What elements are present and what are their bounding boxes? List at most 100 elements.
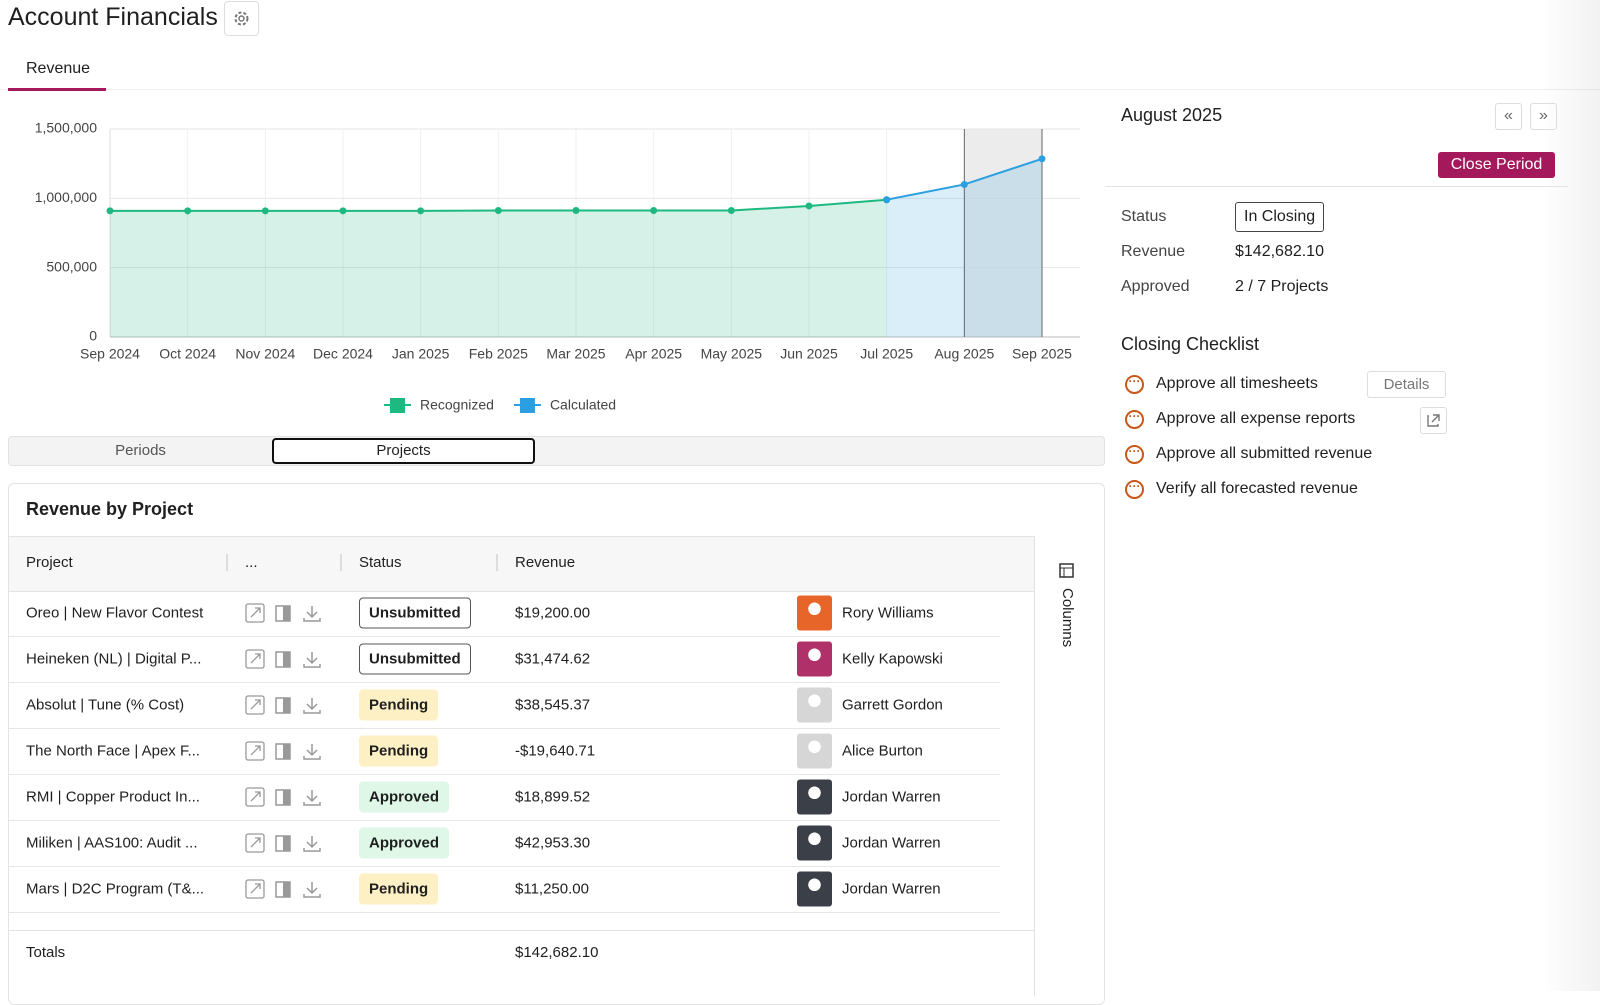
columns-label: Columns bbox=[1059, 588, 1076, 648]
next-button[interactable]: » bbox=[1530, 103, 1557, 130]
project-name: Oreo | New Flavor Contest bbox=[26, 604, 204, 622]
y-tick-label: 1,000,000 bbox=[35, 189, 97, 205]
x-tick-label: Jul 2025 bbox=[860, 346, 913, 362]
avatar bbox=[797, 687, 832, 723]
pending-icon: ··· bbox=[1125, 375, 1144, 394]
prev-button[interactable]: « bbox=[1495, 103, 1522, 130]
legend-swatch bbox=[390, 398, 405, 413]
x-tick-label: Dec 2024 bbox=[313, 346, 373, 362]
project-name: Absolut | Tune (% Cost) bbox=[26, 696, 185, 714]
column-header: Project bbox=[26, 554, 73, 571]
avatar bbox=[797, 779, 832, 815]
point bbox=[106, 207, 114, 215]
owner-name: Kelly Kapowski bbox=[842, 650, 943, 668]
page-title: Account Financials bbox=[8, 3, 218, 31]
owner-name: Rory Williams bbox=[842, 604, 934, 622]
avatar bbox=[797, 733, 832, 769]
legend-entry: Recognized bbox=[384, 397, 494, 413]
divider bbox=[0, 89, 1600, 90]
x-tick-label: May 2025 bbox=[701, 346, 763, 362]
column-header: ... bbox=[245, 554, 258, 571]
row-icons bbox=[244, 832, 332, 854]
owner-name: Jordan Warren bbox=[842, 788, 941, 806]
column-divider bbox=[340, 554, 342, 571]
pending-icon: ··· bbox=[1125, 410, 1144, 429]
column-divider bbox=[496, 554, 498, 571]
status-badge: Pending bbox=[359, 689, 439, 721]
x-tick-label: Feb 2025 bbox=[469, 346, 528, 362]
column-divider bbox=[226, 554, 228, 571]
table-row: The North Face | Apex F... Pending -$19,64… bbox=[8, 728, 1000, 775]
x-tick-label: Sep 2024 bbox=[80, 346, 140, 362]
legend-label: Recognized bbox=[420, 397, 494, 413]
details-button[interactable]: Details bbox=[1367, 371, 1446, 398]
legend-swatch bbox=[519, 398, 535, 413]
x-tick-label: Jan 2025 bbox=[392, 346, 450, 362]
x-tick-label: Nov 2024 bbox=[235, 346, 295, 362]
x-tick-label: Jun 2025 bbox=[780, 346, 838, 362]
owner-name: Jordan Warren bbox=[842, 834, 941, 852]
revenue: $42,953.30 bbox=[515, 834, 591, 852]
columns-button[interactable]: Columns bbox=[1058, 562, 1076, 647]
y-tick-label: 0 bbox=[89, 328, 97, 344]
point bbox=[883, 196, 891, 204]
checklist-item: Verify all forecasted revenue bbox=[1156, 480, 1358, 497]
chart: 0 500,000 1,000,000 1,500,000 Sep 2024 Oct 20… bbox=[35, 120, 1080, 413]
revenue: $11,250.00 bbox=[515, 880, 589, 898]
x-tick-label: Sep 2025 bbox=[1012, 346, 1072, 362]
divider bbox=[9, 930, 1034, 931]
checklist-item: Approve all expense reports bbox=[1156, 410, 1356, 427]
row-actions[interactable] bbox=[244, 740, 332, 762]
point bbox=[727, 207, 735, 215]
row-icons bbox=[244, 740, 332, 762]
revenue: $38,545.37 bbox=[515, 696, 591, 714]
project-name: Mars | D2C Program (T&... bbox=[26, 880, 205, 898]
row-icons bbox=[244, 786, 332, 808]
revenue: $31,474.62 bbox=[515, 650, 591, 668]
checklist-title: Closing Checklist bbox=[1121, 334, 1260, 354]
field-value: In Closing bbox=[1235, 202, 1325, 232]
point bbox=[572, 207, 580, 215]
totals-value: $142,682.10 bbox=[515, 944, 599, 961]
tab-underline bbox=[8, 88, 106, 91]
row-actions[interactable] bbox=[244, 602, 332, 624]
row-actions[interactable] bbox=[244, 878, 332, 900]
y-tick-label: 1,500,000 bbox=[35, 120, 97, 136]
row-actions[interactable] bbox=[244, 694, 332, 716]
table-row: Mars | D2C Program (T&... Pending $11,250.… bbox=[8, 866, 1000, 913]
field-label: Revenue bbox=[1121, 243, 1186, 260]
table-row: Miliken | AAS100: Audit ... Approved $42,9… bbox=[8, 820, 1000, 867]
pending-icon: ··· bbox=[1125, 480, 1144, 499]
columns-icon bbox=[1059, 563, 1074, 578]
avatar bbox=[797, 871, 832, 907]
table-row: Heineken (NL) | Digital P... Unsubmitted $… bbox=[8, 636, 1000, 683]
x-tick-label: Oct 2024 bbox=[159, 346, 216, 362]
toggle-option-active[interactable]: Projects bbox=[272, 438, 535, 464]
table-row: Absolut | Tune (% Cost) Pending $38,545.37… bbox=[8, 682, 1000, 729]
column-header: Revenue bbox=[515, 554, 576, 571]
link-icon bbox=[1427, 414, 1440, 427]
project-name: The North Face | Apex F... bbox=[26, 742, 200, 760]
point bbox=[805, 202, 813, 210]
status-badge: Pending bbox=[359, 735, 439, 767]
point bbox=[960, 180, 968, 188]
revenue: $19,200.00 bbox=[515, 604, 591, 622]
tab[interactable]: Revenue bbox=[26, 60, 91, 77]
checklist-item: Approve all submitted revenue bbox=[1156, 445, 1373, 462]
close-period-button[interactable]: Close Period bbox=[1438, 152, 1555, 178]
status-badge: Unsubmitted bbox=[359, 643, 471, 675]
toggle-option[interactable]: Periods bbox=[115, 442, 166, 459]
settings-button[interactable] bbox=[224, 1, 259, 36]
row-actions[interactable] bbox=[244, 786, 332, 808]
column-header: Status bbox=[359, 554, 402, 571]
field-label: Approved bbox=[1121, 278, 1190, 295]
legend-label: Calculated bbox=[550, 397, 616, 413]
revenue: $18,899.52 bbox=[515, 788, 591, 806]
panel-shadow bbox=[1540, 0, 1600, 991]
owner-name: Alice Burton bbox=[842, 742, 923, 760]
revenue: -$19,640.71 bbox=[515, 742, 596, 760]
row-actions[interactable] bbox=[244, 832, 332, 854]
row-actions[interactable] bbox=[244, 648, 332, 670]
open-link-button[interactable] bbox=[1420, 407, 1447, 434]
y-tick-label: 500,000 bbox=[46, 258, 97, 274]
